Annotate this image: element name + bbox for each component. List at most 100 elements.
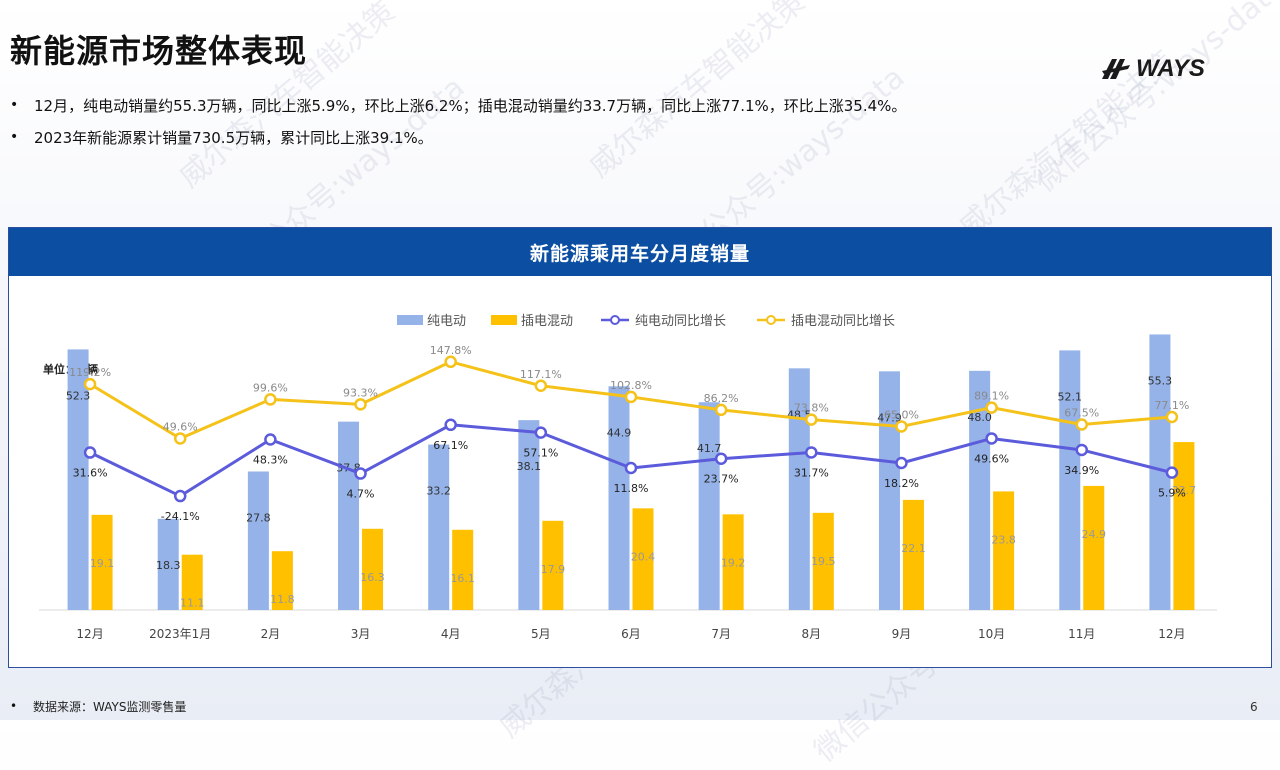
legend-label: 纯电动 xyxy=(427,314,466,329)
line-point xyxy=(354,467,367,480)
bar-phev xyxy=(271,551,293,610)
page-title: 新能源市场整体表现 xyxy=(10,32,308,70)
line-label: 18.2% xyxy=(884,477,919,490)
bar-label-phev: 16.3 xyxy=(360,571,385,584)
line-label: 119.2% xyxy=(69,366,111,379)
line-label: 31.7% xyxy=(794,466,829,479)
bar-phev xyxy=(1083,485,1105,610)
line-label: 86.2% xyxy=(704,392,739,405)
line-label: 34.9% xyxy=(1064,464,1099,477)
bar-phev xyxy=(902,499,924,610)
bar-label-ev: 44.9 xyxy=(607,426,632,439)
x-tick-label: 7月 xyxy=(711,627,731,641)
logo-text: WAYS xyxy=(1136,55,1205,82)
bar-ev xyxy=(1149,334,1171,610)
line-point xyxy=(1075,443,1089,457)
line-point xyxy=(534,379,548,393)
bar-phev xyxy=(181,554,203,610)
legend-marker xyxy=(766,315,776,325)
bar-ev xyxy=(698,402,720,610)
line-label: 73.8% xyxy=(794,402,829,415)
page-number: 6 xyxy=(1250,700,1258,714)
line-label: 11.8% xyxy=(614,482,649,495)
bar-ev xyxy=(428,444,450,610)
legend-swatch xyxy=(491,315,517,325)
line-point xyxy=(895,420,908,433)
chart-canvas: 纯电动插电混动纯电动同比增长插电混动同比增长单位：万辆52.319.112月18… xyxy=(39,314,1217,641)
line-point xyxy=(1165,410,1179,424)
ways-logo-icon xyxy=(1102,59,1130,79)
chart-title: 新能源乘用车分月度销量 xyxy=(529,242,750,265)
bar-phev xyxy=(1173,442,1195,610)
bar-label-phev: 19.5 xyxy=(811,555,836,568)
data-source: 数据来源：WAYS监测零售量 xyxy=(33,700,187,714)
bar-ev xyxy=(878,371,900,610)
line-label: 102.8% xyxy=(610,379,652,392)
line-label: 99.6% xyxy=(253,381,288,394)
bar-ev xyxy=(518,420,540,610)
bar-label-phev: 33.7 xyxy=(1172,484,1197,497)
line-point xyxy=(83,377,97,391)
line-label: 23.7% xyxy=(704,473,739,486)
bar-phev xyxy=(632,508,654,610)
bar-ev xyxy=(157,518,179,610)
x-tick-label: 10月 xyxy=(978,627,1005,641)
bar-label-phev: 19.1 xyxy=(90,557,115,570)
bar-label-ev: 48.0 xyxy=(967,411,992,424)
line-point xyxy=(714,403,728,417)
line-point xyxy=(624,390,638,404)
legend-marker xyxy=(610,315,620,325)
x-tick-label: 2月 xyxy=(261,627,281,641)
chart-panel: 新能源乘用车分月度销量 纯电动插电混动纯电动同比增长插电混动同比增长单位：万辆5… xyxy=(8,227,1272,668)
line-point xyxy=(354,398,367,411)
bullet-item: • 2023年新能源累计销量730.5万辆，累计同比上涨39.1%。 xyxy=(10,124,1250,150)
line-point xyxy=(264,393,277,406)
bar-label-phev: 20.4 xyxy=(631,550,656,563)
bullet-text: 2023年新能源累计销量730.5万辆，累计同比上涨39.1%。 xyxy=(34,128,433,147)
chart-header: 新能源乘用车分月度销量 xyxy=(9,228,1271,276)
bar-label-ev: 47.9 xyxy=(877,411,902,424)
bullet-dot-icon: • xyxy=(10,97,19,113)
line-point xyxy=(173,432,187,445)
line-label: 65.0% xyxy=(884,408,919,421)
bar-phev xyxy=(452,529,474,610)
line-point xyxy=(444,355,457,369)
legend-label: 纯电动同比增长 xyxy=(635,314,726,329)
bar-label-phev: 11.1 xyxy=(180,597,205,610)
line-label: 67.5% xyxy=(1064,406,1099,419)
bar-ev xyxy=(247,471,269,610)
bar-label-ev: 55.3 xyxy=(1148,374,1173,387)
bullet-dot-icon: • xyxy=(10,129,19,145)
line-point xyxy=(624,461,638,475)
x-tick-label: 12月 xyxy=(76,627,103,641)
bar-label-phev: 17.9 xyxy=(541,563,566,576)
bar-phev xyxy=(91,514,113,610)
bar-ev xyxy=(969,370,991,610)
x-tick-label: 11月 xyxy=(1068,627,1095,641)
line-label: 5.9% xyxy=(1158,487,1186,500)
x-tick-label: 3月 xyxy=(351,627,371,641)
ways-logo: WAYS xyxy=(1100,54,1205,84)
bar-phev xyxy=(993,491,1015,610)
bar-label-ev: 52.3 xyxy=(66,389,91,402)
x-tick-label: 8月 xyxy=(801,627,821,641)
line-label: 49.6% xyxy=(163,420,198,433)
bar-phev xyxy=(542,520,564,610)
line-point xyxy=(895,456,908,470)
bar-label-phev: 24.9 xyxy=(1082,528,1107,541)
bar-label-ev: 33.2 xyxy=(426,485,451,498)
line-label: 117.1% xyxy=(520,368,562,381)
line-point xyxy=(805,413,818,426)
bar-label-ev: 41.7 xyxy=(697,442,722,455)
line-point xyxy=(805,446,818,459)
bar-label-phev: 23.8 xyxy=(991,533,1016,546)
x-tick-label: 5月 xyxy=(531,627,551,641)
line-point xyxy=(534,426,548,439)
bar-phev xyxy=(812,512,834,610)
legend-label: 插电混动同比增长 xyxy=(791,314,895,329)
bullet-list: • 12月，纯电动销量约55.3万辆，同比上涨5.9%，环比上涨6.2%；插电混… xyxy=(10,92,1250,156)
line-label: 89.1% xyxy=(974,390,1009,403)
line-point xyxy=(1165,466,1179,479)
legend-swatch xyxy=(397,315,423,325)
bar-ev xyxy=(608,386,630,610)
